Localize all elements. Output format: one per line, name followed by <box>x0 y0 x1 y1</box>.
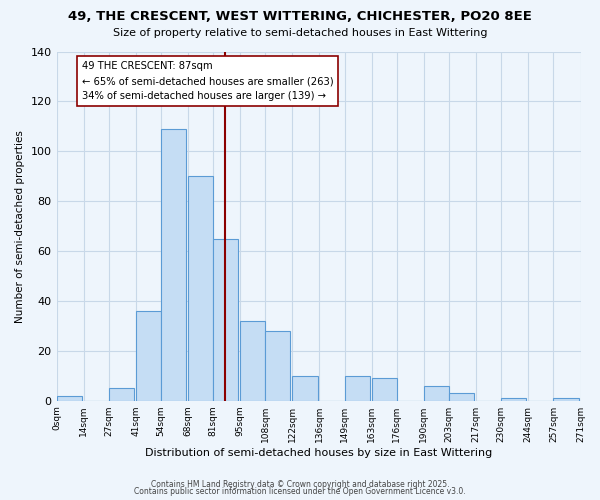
Bar <box>449 393 474 400</box>
Text: 49, THE CRESCENT, WEST WITTERING, CHICHESTER, PO20 8EE: 49, THE CRESCENT, WEST WITTERING, CHICHE… <box>68 10 532 23</box>
Text: Contains public sector information licensed under the Open Government Licence v3: Contains public sector information licen… <box>134 487 466 496</box>
Bar <box>240 321 265 400</box>
Bar <box>553 398 578 400</box>
Text: 49 THE CRESCENT: 87sqm
← 65% of semi-detached houses are smaller (263)
34% of se: 49 THE CRESCENT: 87sqm ← 65% of semi-det… <box>82 62 334 101</box>
Bar <box>136 311 161 400</box>
Bar <box>188 176 213 400</box>
Bar <box>344 376 370 400</box>
Bar <box>161 129 186 400</box>
Bar <box>292 376 317 400</box>
Text: Contains HM Land Registry data © Crown copyright and database right 2025.: Contains HM Land Registry data © Crown c… <box>151 480 449 489</box>
Text: Size of property relative to semi-detached houses in East Wittering: Size of property relative to semi-detach… <box>113 28 487 38</box>
Y-axis label: Number of semi-detached properties: Number of semi-detached properties <box>15 130 25 322</box>
Bar <box>109 388 134 400</box>
Bar <box>424 386 449 400</box>
X-axis label: Distribution of semi-detached houses by size in East Wittering: Distribution of semi-detached houses by … <box>145 448 492 458</box>
Bar <box>265 331 290 400</box>
Bar <box>213 238 238 400</box>
Bar <box>371 378 397 400</box>
Bar <box>501 398 526 400</box>
Bar <box>56 396 82 400</box>
